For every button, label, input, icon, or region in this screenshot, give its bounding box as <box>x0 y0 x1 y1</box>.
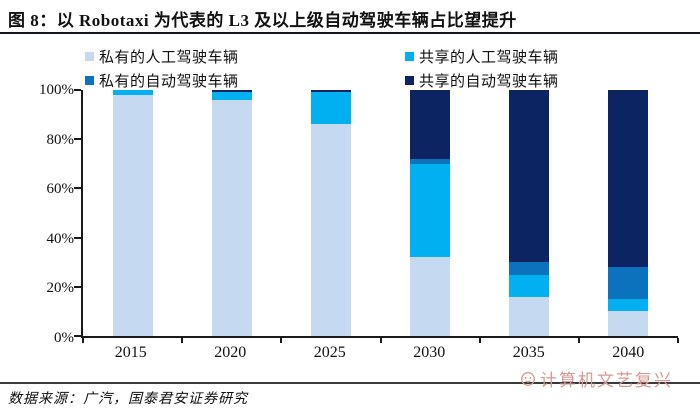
bars <box>83 90 678 336</box>
x-tick-label: 2020 <box>214 344 247 361</box>
y-tick-label: 80% <box>46 131 75 148</box>
legend-marker-icon <box>405 76 414 85</box>
bar-segment <box>608 90 649 268</box>
y-tick-mark <box>74 236 81 239</box>
bar-segment <box>608 267 649 300</box>
bar-segment <box>410 158 451 164</box>
watermark-text: 计算机文艺复兴 <box>540 371 673 390</box>
bar-segment <box>310 92 351 125</box>
y-axis-labels: 0% 20% 40% 60% 80% 100% <box>0 82 75 346</box>
legend-label: 私有的自动驾驶车辆 <box>99 74 239 90</box>
legend-label: 共享的人工驾驶车辆 <box>419 50 559 66</box>
x-tick-mark <box>82 338 84 343</box>
bar-segment <box>608 311 649 336</box>
y-tick-label: 40% <box>46 230 75 247</box>
x-tick-label: 2040 <box>612 344 645 361</box>
x-tick-label: 2030 <box>413 344 446 361</box>
bar-2035 <box>509 90 550 336</box>
legend-marker-icon <box>85 52 94 61</box>
bar-segment <box>211 90 252 93</box>
bar-segment <box>112 94 153 336</box>
legend-label: 私有的人工驾驶车辆 <box>99 50 239 66</box>
y-tick-mark <box>74 138 81 141</box>
y-tick-mark <box>74 89 81 91</box>
bar-segment <box>509 296 550 336</box>
watermark: 计算机文艺复兴 <box>520 366 673 391</box>
bar-segment <box>410 257 451 336</box>
legend-marker-icon <box>85 76 94 85</box>
figure-title: 图 8：以 Robotaxi 为代表的 L3 及以上级自动驾驶车辆占比望提升 <box>8 11 517 30</box>
bar-2040 <box>608 90 649 336</box>
legend-item: 私有的人工驾驶车辆 <box>85 46 405 67</box>
bar-segment <box>211 99 252 336</box>
plot-area <box>74 89 679 343</box>
x-tick-mark <box>379 338 382 343</box>
bar-segment <box>112 90 153 95</box>
y-tick-mark <box>74 187 81 190</box>
data-source: 数据来源：广汽，国泰君安证券研究 <box>8 392 248 407</box>
watermark-logo-icon <box>520 371 536 387</box>
bar-slot <box>83 90 182 336</box>
bar-slot <box>579 90 678 336</box>
bar-2015 <box>112 90 153 336</box>
legend-item: 私有的自动驾驶车辆 <box>85 70 405 91</box>
title-divider <box>0 32 700 34</box>
x-axis-labels: 2015 2020 2025 2030 2035 2040 <box>81 344 678 362</box>
x-tick-mark <box>577 338 580 343</box>
bar-segment <box>310 90 351 93</box>
legend-item: 共享的人工驾驶车辆 <box>405 46 685 67</box>
x-tick-label: 2015 <box>114 344 147 361</box>
bottom-divider <box>0 382 700 384</box>
bar-2030 <box>410 90 451 336</box>
bar-2025 <box>310 90 351 336</box>
bar-segment <box>608 299 649 312</box>
legend-item: 共享的自动驾驶车辆 <box>405 70 685 91</box>
y-tick-mark <box>74 335 81 337</box>
bar-segment <box>410 163 451 258</box>
legend-marker-icon <box>405 52 414 61</box>
x-tick-label: 2035 <box>512 344 545 361</box>
y-tick-mark <box>74 285 81 288</box>
bar-segment <box>410 90 451 159</box>
bar-2020 <box>211 90 252 336</box>
bar-slot <box>281 90 380 336</box>
bar-segment <box>509 274 550 297</box>
chart-legend: 私有的人工驾驶车辆 共享的人工驾驶车辆私有的自动驾驶车辆 共享的自动驾驶车辆 <box>85 46 685 91</box>
x-tick-mark <box>181 338 184 343</box>
x-tick-label: 2025 <box>313 344 346 361</box>
y-tick-label: 100% <box>39 82 74 98</box>
bar-segment <box>509 90 550 263</box>
x-tick-mark <box>478 338 481 343</box>
bar-slot <box>480 90 579 336</box>
bar-segment <box>509 262 550 275</box>
x-tick-mark <box>677 338 679 343</box>
bar-slot <box>182 90 281 336</box>
y-tick-label: 20% <box>46 280 75 297</box>
bar-segment <box>211 92 252 100</box>
x-tick-mark <box>280 338 283 343</box>
legend-label: 共享的自动驾驶车辆 <box>419 74 559 90</box>
y-tick-label: 0% <box>54 330 74 346</box>
bar-slot <box>381 90 480 336</box>
bar-segment <box>310 124 351 336</box>
y-tick-label: 60% <box>46 181 75 198</box>
